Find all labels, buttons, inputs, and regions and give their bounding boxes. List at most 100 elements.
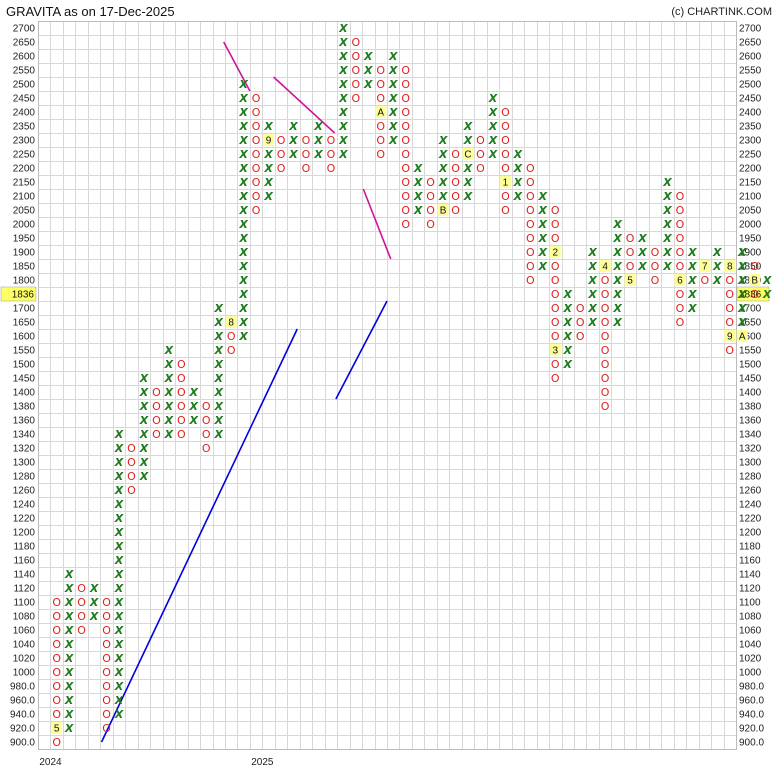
- y-tick-label-left: 1160: [13, 556, 35, 567]
- o-mark: O: [576, 316, 585, 329]
- x-mark: X: [513, 190, 523, 203]
- x-mark: X: [114, 596, 124, 609]
- x-mark: X: [164, 414, 174, 427]
- o-mark: O: [401, 162, 410, 175]
- month-label-bg: [499, 176, 511, 188]
- x-mark: X: [238, 148, 248, 161]
- x-mark: X: [238, 92, 248, 105]
- y-tick-label-right: 2300: [739, 136, 762, 147]
- x-mark: X: [263, 176, 273, 189]
- o-mark: O: [426, 204, 435, 217]
- o-mark: O: [177, 372, 186, 385]
- o-mark: O: [401, 218, 410, 231]
- month-label-bg: [724, 330, 736, 342]
- o-mark: O: [426, 218, 435, 231]
- y-tick-label-right: 1220: [739, 514, 762, 525]
- y-tick-label-right: 1360: [739, 416, 762, 427]
- o-mark: O: [551, 204, 560, 217]
- y-tick-label-left: 920.0: [10, 724, 35, 735]
- x-mark: X: [139, 386, 149, 399]
- o-mark: O: [401, 106, 410, 119]
- y-tick-label-right: 2350: [739, 122, 762, 133]
- o-mark: O: [451, 148, 460, 161]
- o-mark: O: [601, 400, 610, 413]
- x-mark: X: [114, 470, 124, 483]
- o-mark: O: [551, 330, 560, 343]
- month-label-bg: [225, 316, 237, 328]
- o-mark: O: [476, 134, 485, 147]
- o-mark: O: [401, 78, 410, 91]
- current-price-label-right: 1836: [739, 290, 762, 301]
- o-mark: O: [102, 610, 111, 623]
- y-tick-label-right: 1040: [739, 640, 762, 651]
- o-mark: O: [551, 274, 560, 287]
- pnf-column: OOO: [302, 134, 311, 175]
- x-mark: X: [438, 148, 448, 161]
- x-mark: X: [238, 106, 248, 119]
- x-mark: X: [114, 610, 124, 623]
- x-mark: X: [64, 624, 74, 637]
- x-mark: X: [488, 106, 498, 119]
- x-mark: X: [288, 148, 298, 161]
- y-tick-label-left: 900.0: [10, 738, 35, 749]
- x-mark: X: [189, 400, 199, 413]
- o-mark: O: [102, 694, 111, 707]
- o-mark: O: [102, 624, 111, 637]
- x-mark: X: [164, 400, 174, 413]
- o-mark: O: [551, 358, 560, 371]
- x-mark: X: [662, 218, 672, 231]
- o-mark: O: [750, 260, 759, 273]
- y-tick-label-left: 1020: [13, 654, 36, 665]
- y-tick-label-right: 940.0: [739, 710, 764, 721]
- month-label: C: [464, 150, 471, 161]
- x-mark: X: [238, 260, 248, 273]
- o-mark: O: [526, 274, 535, 287]
- o-mark: O: [102, 708, 111, 721]
- plot-frame: [38, 21, 737, 750]
- x-mark: X: [737, 302, 747, 315]
- o-mark: O: [352, 64, 361, 77]
- x-mark: X: [737, 288, 747, 301]
- o-mark: O: [52, 666, 61, 679]
- pnf-column: OOO: [476, 134, 485, 175]
- x-mark: X: [762, 288, 772, 301]
- y-tick-label-right: 2450: [739, 94, 762, 105]
- chart-credit: (c) CHARTINK.COM: [671, 6, 772, 18]
- y-tick-label-left: 1800: [13, 276, 36, 287]
- current-price-box-right: [736, 286, 770, 302]
- x-mark: X: [488, 120, 498, 133]
- x-mark: X: [164, 372, 174, 385]
- o-mark: O: [252, 120, 261, 133]
- o-mark: O: [601, 358, 610, 371]
- pnf-column: OOO: [576, 302, 585, 343]
- o-mark: O: [277, 134, 286, 147]
- o-mark: O: [376, 92, 385, 105]
- o-mark: O: [676, 204, 685, 217]
- x-axis-year-label: 2024: [39, 757, 62, 768]
- o-mark: O: [52, 680, 61, 693]
- x-mark: X: [637, 246, 647, 259]
- x-mark: X: [89, 596, 99, 609]
- x-mark: X: [114, 652, 124, 665]
- y-tick-label-right: 1950: [739, 234, 762, 245]
- o-mark: O: [601, 344, 610, 357]
- x-mark: X: [363, 50, 373, 63]
- x-mark: X: [114, 568, 124, 581]
- o-mark: O: [152, 386, 161, 399]
- x-mark: X: [463, 190, 473, 203]
- o-mark: O: [102, 652, 111, 665]
- o-mark: O: [52, 694, 61, 707]
- x-mark: X: [488, 134, 498, 147]
- y-tick-label-left: 960.0: [10, 696, 35, 707]
- x-mark: X: [338, 120, 348, 133]
- y-tick-label-right: 1850: [739, 262, 762, 273]
- x-mark: X: [213, 344, 223, 357]
- x-mark: X: [612, 302, 622, 315]
- y-tick-label-left: 1000: [13, 668, 36, 679]
- o-mark: O: [676, 232, 685, 245]
- o-mark: O: [526, 162, 535, 175]
